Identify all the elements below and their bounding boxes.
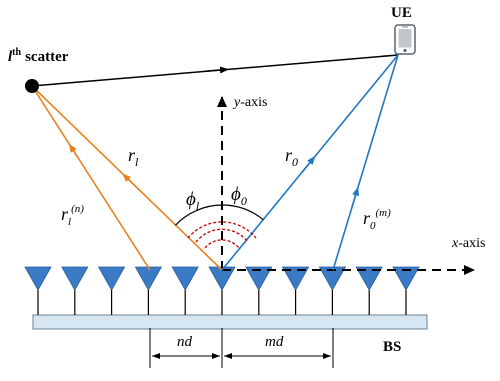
antenna-element <box>97 266 126 315</box>
bs-panel <box>32 314 428 330</box>
antenna-element <box>355 266 383 315</box>
phi-0-label: ϕ0 <box>231 184 247 208</box>
bs-label: BS <box>383 339 401 355</box>
antenna-element <box>171 266 199 315</box>
antenna-element <box>134 266 163 315</box>
nd-label: nd <box>177 334 193 350</box>
r-0-label: r0 <box>285 145 298 169</box>
blue-path-m-arrow <box>351 186 359 208</box>
scatter-ue-arrow <box>204 66 229 74</box>
orange-path-ref-arrow <box>122 173 136 187</box>
angle-arc-phi-l <box>174 204 223 226</box>
antenna-element <box>24 266 52 315</box>
ue-label: UE <box>391 5 412 21</box>
antenna-element <box>208 266 236 315</box>
angle-arc-phi-0 <box>221 204 264 221</box>
orange-path-n <box>31 85 151 271</box>
phone-icon <box>394 24 416 55</box>
blue-path-m <box>332 54 399 271</box>
antenna-element <box>318 266 347 315</box>
phi-l-label: ϕl <box>186 189 200 213</box>
antenna-element <box>245 266 273 315</box>
r-0-m-label: r0(m) <box>363 207 391 232</box>
radiation-waves <box>187 221 257 249</box>
y-axis-label: y-axis <box>232 95 267 110</box>
orange-path-n-arrow <box>68 143 80 160</box>
scatter-point <box>25 79 39 93</box>
antenna-element <box>61 266 89 315</box>
blue-path-ref-arrow <box>301 155 316 173</box>
r-l-n-label: rl(n) <box>61 203 84 228</box>
antenna-element <box>392 266 420 315</box>
antenna-array <box>24 266 420 315</box>
r-l-label: rl <box>128 145 139 169</box>
x-axis-label: x-axis <box>451 236 485 251</box>
antenna-element <box>281 266 310 315</box>
scatter-label: lth scatter <box>8 47 69 65</box>
md-label: md <box>265 334 284 350</box>
